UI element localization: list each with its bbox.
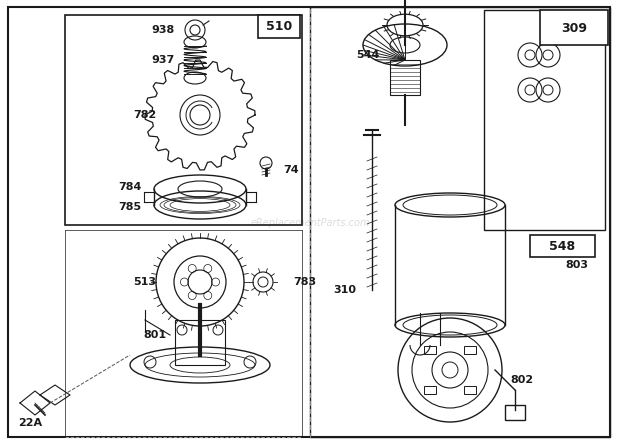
Text: 937: 937 bbox=[151, 55, 175, 65]
Text: 784: 784 bbox=[118, 182, 142, 192]
Bar bbox=[530, 235, 595, 257]
Text: 22A: 22A bbox=[18, 418, 42, 428]
Bar bbox=[464, 346, 476, 354]
Text: eReplacementParts.com: eReplacementParts.com bbox=[250, 218, 370, 228]
Text: 544: 544 bbox=[356, 50, 379, 60]
Bar bbox=[464, 386, 476, 394]
Bar bbox=[65, 15, 302, 225]
Bar bbox=[310, 7, 610, 437]
Bar bbox=[258, 15, 300, 38]
Bar bbox=[484, 10, 605, 230]
Bar bbox=[175, 320, 225, 365]
Text: 801: 801 bbox=[143, 330, 167, 340]
Text: 309: 309 bbox=[561, 21, 587, 35]
Text: 510: 510 bbox=[266, 20, 292, 33]
Text: 938: 938 bbox=[151, 25, 175, 35]
Text: 513: 513 bbox=[133, 277, 156, 287]
Text: 803: 803 bbox=[565, 260, 588, 270]
Bar bbox=[390, 60, 420, 95]
Bar bbox=[505, 405, 525, 420]
Text: 310: 310 bbox=[334, 285, 356, 295]
Text: 548: 548 bbox=[549, 239, 575, 252]
Bar bbox=[424, 386, 436, 394]
Text: 802: 802 bbox=[510, 375, 533, 385]
Bar bbox=[540, 10, 608, 45]
Text: 785: 785 bbox=[118, 202, 141, 212]
Text: 783: 783 bbox=[293, 277, 316, 287]
Text: 782: 782 bbox=[133, 110, 157, 120]
Bar bbox=[424, 346, 436, 354]
Text: 74: 74 bbox=[283, 165, 299, 175]
